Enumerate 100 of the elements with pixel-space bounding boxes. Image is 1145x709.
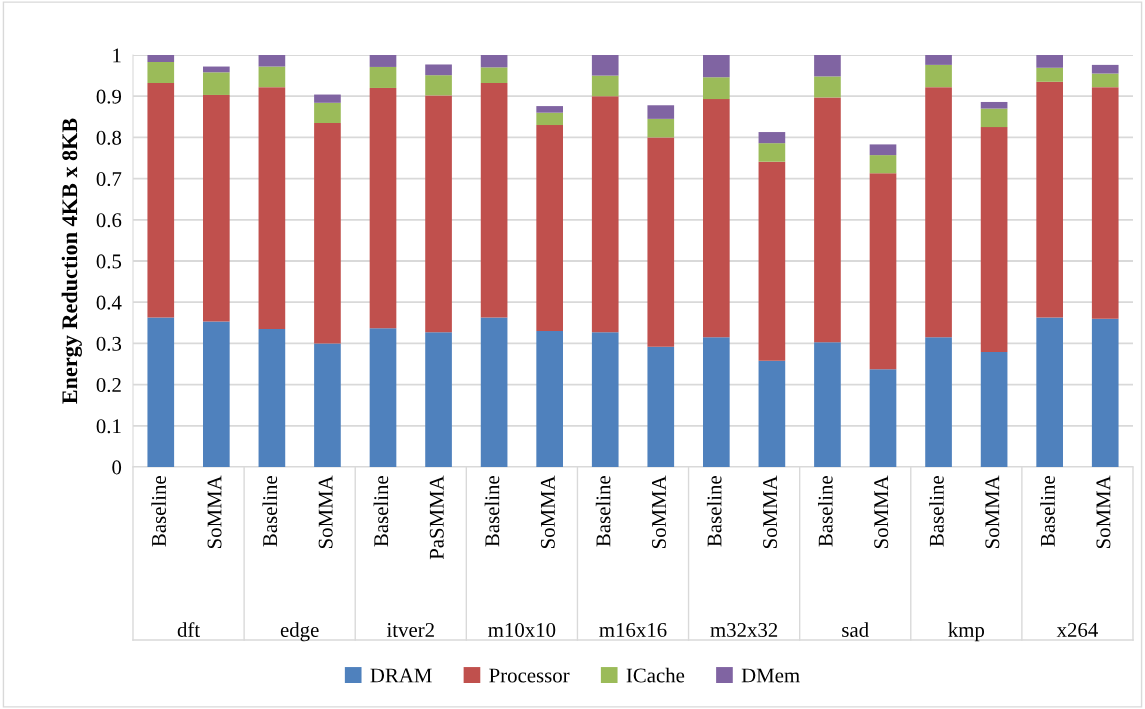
bar [925,55,952,65]
bar [591,96,619,333]
x-tick-label: Baseline [262,476,278,547]
x-tick-label: SoMMA [318,475,333,549]
bar [980,352,1008,467]
y-tick-label: 0.7 [96,171,122,187]
bar [258,328,286,467]
bar [147,55,175,62]
x-tick-label: Baseline [706,476,722,547]
legend-label: DRAM [370,668,432,683]
bar [591,332,619,467]
y-tick-label: 0.1 [96,419,121,434]
text: edge [280,622,319,642]
y-tick-label: 0.8 [96,130,122,145]
bar [1091,318,1119,467]
x-tick-label: SoMMA [874,475,889,549]
bar [203,94,230,322]
bar [814,342,841,467]
bar [369,55,397,67]
x-tick-label: SoMMA [207,475,222,549]
bar [925,64,952,88]
bar [758,132,786,144]
bar [1036,317,1063,467]
bar [203,321,230,467]
bar [1091,87,1119,319]
bar [203,72,230,95]
bar [1036,55,1063,68]
bar [314,122,341,344]
bar [758,360,786,467]
bar [758,161,786,361]
bar [980,127,1008,353]
bar [869,155,897,174]
bar [814,55,841,77]
bar [425,64,452,76]
y-tick-label: 0.5 [96,254,122,269]
bar [536,331,563,467]
x-tick-label: PaSMMA [429,475,444,560]
x-tick-label: Baseline [373,476,389,547]
bar [869,369,897,467]
bar [925,337,952,467]
bar [758,143,786,162]
bar [147,83,175,318]
bar [314,94,341,103]
legend-label: Processor [489,668,570,683]
x-tick-label: SoMMA [1096,475,1111,549]
text: itver2 [386,623,434,638]
bar [703,337,730,467]
x-tick-label: SoMMA [763,475,778,549]
x-tick-label: Baseline [929,476,944,547]
bar [647,346,675,467]
bar [869,144,897,156]
bar [147,317,175,467]
x-tick-label: Baseline [1040,476,1055,547]
bar [925,87,952,338]
bar [703,77,730,100]
text: m10x10 [488,622,556,638]
bar [147,62,175,84]
bar [591,75,619,97]
bar [258,55,286,67]
text: sad [842,622,869,638]
bar [314,343,341,467]
bar [1036,81,1063,318]
bar [1091,73,1119,88]
y-tick-label: 0.9 [96,89,122,104]
y-tick-label: 0.4 [96,295,122,310]
bar [480,83,508,318]
bar [425,332,452,467]
bar [480,317,508,467]
legend-label: DMem [741,668,800,683]
bar [869,173,897,370]
bar [814,76,841,98]
bar [480,67,508,84]
y-tick-label: 1 [113,48,121,63]
x-tick-label: SoMMA [985,475,1000,549]
bar [814,97,841,343]
bar [536,112,563,126]
bar [647,105,675,119]
x-tick-label: SoMMA [651,475,666,549]
bar [703,99,730,338]
bar [425,95,452,333]
y-axis-title: Energy Reduction 4KB x 8KB [61,118,82,404]
y-tick-label: 0.3 [96,336,122,351]
bar [647,137,675,347]
text: dft [177,622,201,638]
bar [536,106,563,113]
bar [980,108,1008,128]
bar [258,87,286,329]
bar [647,118,675,138]
x-tick-label: Baseline [818,476,833,547]
y-tick-label: 0.6 [96,213,122,228]
bar [703,55,730,78]
x-tick-label: SoMMA [540,475,555,549]
legend-label: ICache [626,667,685,683]
bar [314,102,341,123]
bar [591,55,619,76]
bar [258,66,286,88]
bar [480,55,508,68]
bar [369,66,397,88]
bar [1036,67,1063,82]
bar [1091,64,1119,74]
